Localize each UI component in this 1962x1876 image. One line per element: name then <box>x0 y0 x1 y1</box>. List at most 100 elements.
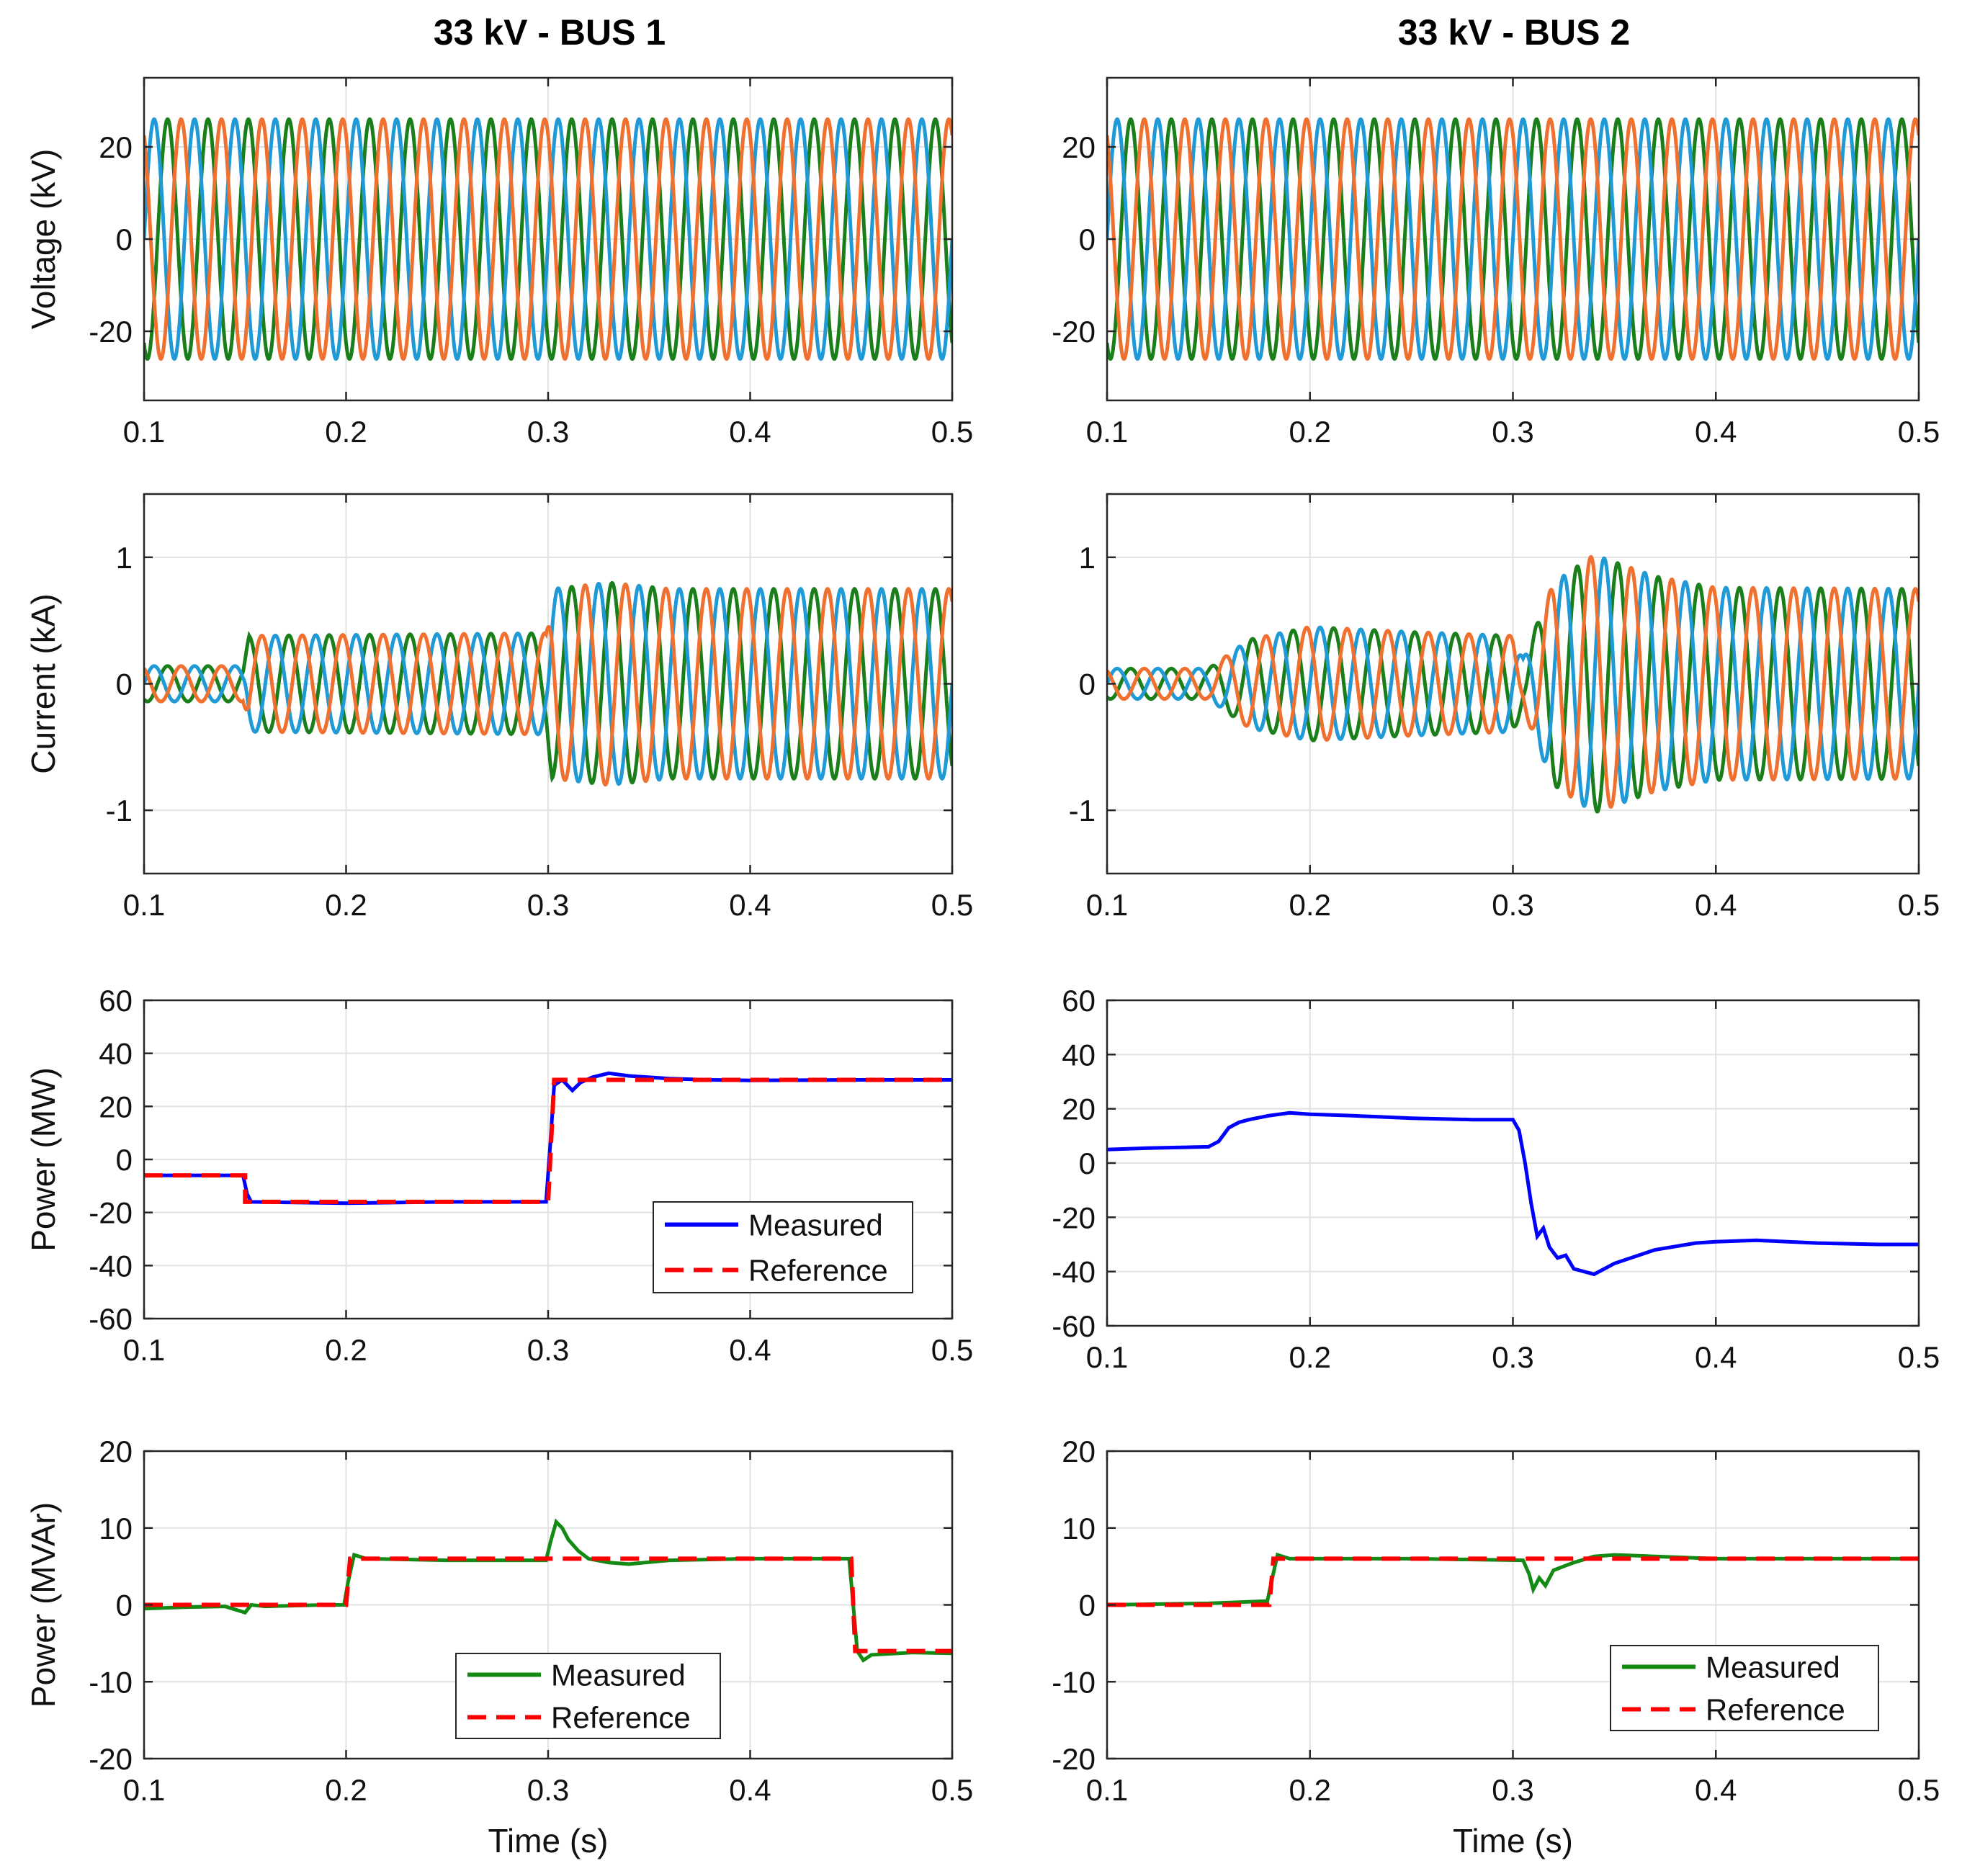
data-layer <box>144 1071 952 1206</box>
series-reference <box>144 1077 952 1204</box>
column-title-bus-1: 33 kV - BUS 1 <box>434 12 666 53</box>
legend-label-measured: Measured <box>748 1208 883 1242</box>
x-tick-label: 0.1 <box>1086 1340 1128 1374</box>
y-tick-label: -10 <box>1052 1665 1096 1699</box>
panel-q1: 0.1 0.2 0.3 0.4 0.5 -20 -10 0 10 20 Power (MVAr) Ti… <box>24 1435 973 1859</box>
column-title-bus-2: 33 kV - BUS 2 <box>1398 12 1630 53</box>
waveform-phase-1 <box>144 117 952 361</box>
waveform-phase-1 <box>144 582 952 786</box>
x-tick-label: 0.3 <box>527 415 569 449</box>
x-tick-label: 0.2 <box>1289 888 1331 922</box>
x-tick-label: 0.1 <box>123 888 165 922</box>
x-tick-label: 0.2 <box>325 888 367 922</box>
x-tick-label: 0.3 <box>527 1773 569 1807</box>
x-tick-label: 0.5 <box>931 1773 973 1807</box>
y-tick-label: 20 <box>99 1090 133 1123</box>
data-layer <box>1107 555 1919 814</box>
y-axis-label: Voltage (kV) <box>24 149 62 330</box>
waveform-phase-3 <box>1107 561 1919 814</box>
data-layer <box>144 117 952 361</box>
y-tick-label: -60 <box>1052 1309 1096 1343</box>
x-tick-label: 0.5 <box>931 888 973 922</box>
x-tick-label: 0.3 <box>1492 415 1533 449</box>
x-tick-label: 0.3 <box>1492 888 1533 922</box>
x-tick-label: 0.5 <box>1898 415 1940 449</box>
y-tick-label: 40 <box>1062 1038 1096 1072</box>
waveform-phase-3 <box>1107 117 1919 361</box>
y-tick-label: -20 <box>1052 1200 1096 1234</box>
legend: Measured Reference <box>455 1653 721 1739</box>
y-tick-label: 10 <box>99 1512 133 1545</box>
y-tick-label: -20 <box>89 1742 133 1776</box>
y-tick-label: -20 <box>89 315 133 349</box>
plots-container: 0.1 0.2 0.3 0.4 0.5 -20 0 20 Voltage (kV) 0.1 0.2 0… <box>24 76 1940 1859</box>
waveform-phase-2 <box>1107 117 1919 361</box>
x-tick-label: 0.5 <box>1898 1340 1940 1374</box>
x-tick-label: 0.5 <box>931 1333 973 1367</box>
x-tick-label: 0.4 <box>729 1333 771 1367</box>
series-reference <box>144 1556 952 1653</box>
y-tick-label: -40 <box>1052 1255 1096 1289</box>
data-layer <box>1107 1110 1919 1277</box>
panel-v1: 0.1 0.2 0.3 0.4 0.5 -20 0 20 Voltage (kV) <box>24 76 973 449</box>
y-tick-label: 20 <box>99 130 133 164</box>
y-tick-label: -60 <box>89 1302 133 1336</box>
x-tick-label: 0.4 <box>1695 1340 1737 1374</box>
y-tick-label: -1 <box>1069 794 1096 827</box>
y-tick-label: 20 <box>1062 130 1096 164</box>
y-tick-label: 0 <box>1079 1589 1096 1623</box>
y-tick-label: -40 <box>89 1249 133 1283</box>
y-tick-label: 10 <box>1062 1512 1096 1545</box>
y-tick-label: 20 <box>1062 1092 1096 1126</box>
x-tick-label: 0.2 <box>325 1333 367 1367</box>
x-tick-label: 0.1 <box>1086 415 1128 449</box>
legend-label-reference: Reference <box>551 1701 691 1735</box>
y-tick-label: 0 <box>1079 223 1096 256</box>
y-tick-label: 0 <box>116 223 133 256</box>
x-axis-label: Time (s) <box>488 1822 609 1859</box>
y-tick-label: -20 <box>89 1196 133 1230</box>
data-layer <box>1107 1552 1919 1607</box>
y-tick-label: -20 <box>1052 1742 1096 1776</box>
y-tick-label: 0 <box>116 668 133 701</box>
x-tick-label: 0.1 <box>1086 888 1128 922</box>
legend-box <box>653 1201 913 1293</box>
x-axis-label: Time (s) <box>1453 1822 1573 1859</box>
y-tick-label: 20 <box>1062 1435 1096 1468</box>
x-tick-label: 0.4 <box>1695 415 1737 449</box>
y-tick-label: 0 <box>116 1143 133 1177</box>
x-tick-label: 0.1 <box>123 1333 165 1367</box>
waveform-phase-1 <box>1107 556 1919 808</box>
y-tick-label: 1 <box>116 541 133 575</box>
x-tick-label: 0.3 <box>1492 1340 1533 1374</box>
x-tick-label: 0.1 <box>1086 1773 1128 1807</box>
y-tick-label: 40 <box>99 1037 133 1071</box>
x-tick-label: 0.2 <box>1289 415 1331 449</box>
legend-label-measured: Measured <box>1706 1651 1840 1684</box>
series-measured <box>1107 1110 1919 1277</box>
data-layer <box>144 1518 952 1663</box>
data-layer <box>144 581 952 786</box>
x-tick-label: 0.1 <box>123 1773 165 1807</box>
legend: Measured Reference <box>1610 1645 1879 1731</box>
x-tick-label: 0.3 <box>527 1333 569 1367</box>
waveform-phase-2 <box>1107 555 1919 809</box>
x-tick-label: 0.4 <box>1695 888 1737 922</box>
waveform-phase-3 <box>144 117 952 361</box>
legend-box <box>1610 1645 1879 1731</box>
panel-i1: 0.1 0.2 0.3 0.4 0.5 -1 0 1 Current (kA) <box>24 493 973 922</box>
x-tick-label: 0.5 <box>1898 1773 1940 1807</box>
waveform-phase-2 <box>144 117 952 361</box>
y-tick-label: 0 <box>116 1589 133 1623</box>
y-axis-label: Power (MW) <box>24 1067 62 1252</box>
y-tick-label: -10 <box>89 1665 133 1699</box>
legend-box <box>455 1653 721 1739</box>
y-tick-label: 0 <box>1079 668 1096 701</box>
panel-p2: 0.1 0.2 0.3 0.4 0.5 -60 -40 -20 0 20 40 60 <box>1052 984 1940 1374</box>
x-tick-label: 0.5 <box>931 415 973 449</box>
x-tick-label: 0.3 <box>527 888 569 922</box>
panel-i2: 0.1 0.2 0.3 0.4 0.5 -1 0 1 <box>1069 493 1940 922</box>
x-tick-label: 0.4 <box>729 888 771 922</box>
x-tick-label: 0.5 <box>1898 888 1940 922</box>
